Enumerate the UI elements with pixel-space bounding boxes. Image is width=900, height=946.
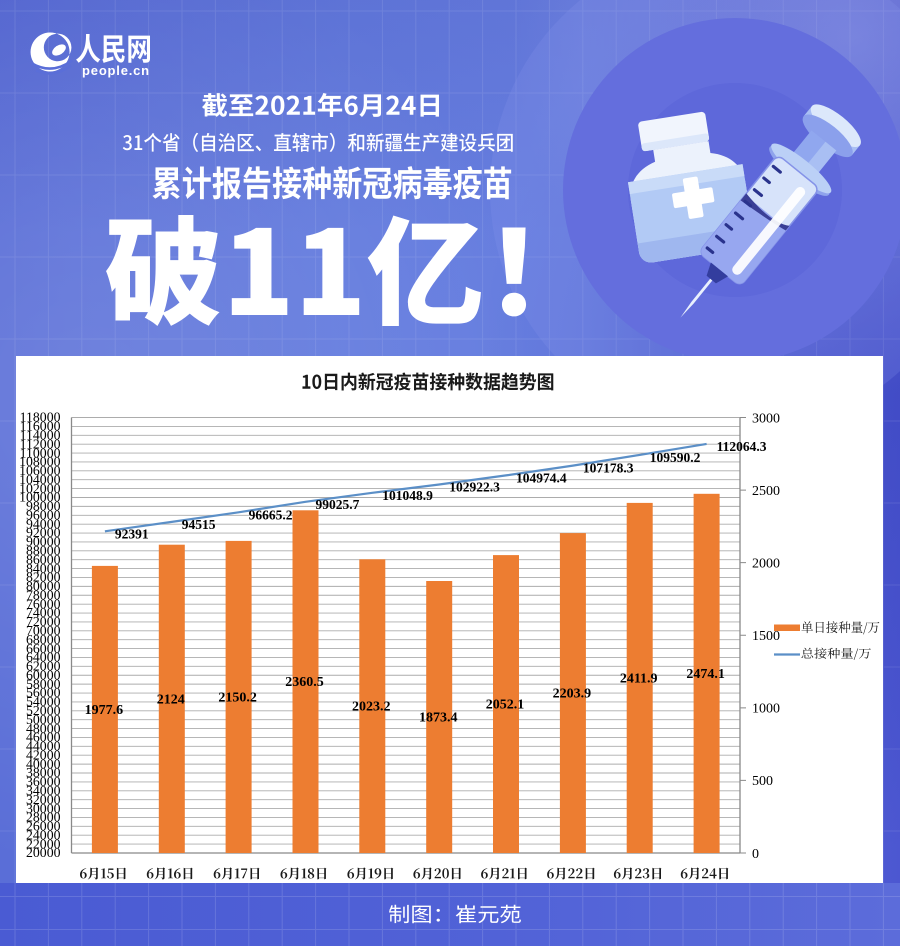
svg-text:70000: 70000: [26, 623, 61, 638]
svg-text:104000: 104000: [19, 472, 60, 487]
svg-text:68000: 68000: [26, 632, 61, 647]
svg-text:72000: 72000: [26, 614, 61, 629]
svg-text:106000: 106000: [19, 463, 60, 478]
svg-text:107178.3: 107178.3: [583, 461, 634, 476]
svg-text:2150.2: 2150.2: [218, 690, 257, 705]
svg-text:50000: 50000: [26, 712, 61, 727]
svg-text:90000: 90000: [26, 534, 61, 549]
svg-text:64000: 64000: [26, 650, 61, 665]
svg-text:36000: 36000: [26, 774, 61, 789]
svg-text:102922.3: 102922.3: [449, 480, 500, 495]
svg-text:80000: 80000: [26, 579, 61, 594]
svg-text:99025.7: 99025.7: [316, 497, 360, 512]
svg-text:58000: 58000: [26, 676, 61, 691]
svg-text:28000: 28000: [26, 810, 61, 825]
svg-text:96000: 96000: [26, 508, 61, 523]
svg-text:101048.9: 101048.9: [382, 488, 433, 503]
svg-text:112000: 112000: [20, 436, 61, 451]
svg-text:92391: 92391: [115, 526, 149, 541]
svg-text:102000: 102000: [19, 481, 60, 496]
svg-text:32000: 32000: [26, 792, 61, 807]
svg-text:1977.6: 1977.6: [85, 703, 124, 718]
svg-text:2124: 2124: [157, 692, 185, 707]
svg-text:0: 0: [752, 847, 759, 862]
svg-text:30000: 30000: [26, 801, 61, 816]
svg-text:2000: 2000: [752, 557, 780, 572]
svg-text:1500: 1500: [752, 629, 780, 644]
svg-text:24000: 24000: [26, 827, 61, 842]
svg-text:112064.3: 112064.3: [717, 439, 767, 454]
svg-text:98000: 98000: [26, 499, 61, 514]
svg-text:108000: 108000: [19, 454, 60, 469]
svg-text:74000: 74000: [26, 605, 61, 620]
svg-text:1000: 1000: [752, 702, 780, 717]
svg-text:56000: 56000: [26, 685, 61, 700]
svg-text:100000: 100000: [19, 490, 60, 505]
svg-text:62000: 62000: [26, 659, 61, 674]
svg-text:22000: 22000: [26, 836, 61, 851]
svg-text:118000: 118000: [20, 410, 61, 425]
svg-text:2500: 2500: [752, 484, 780, 499]
svg-text:96665.2: 96665.2: [249, 507, 293, 522]
svg-text:2052.1: 2052.1: [486, 698, 525, 713]
svg-text:94000: 94000: [26, 516, 61, 531]
svg-text:48000: 48000: [26, 721, 61, 736]
svg-text:94515: 94515: [182, 517, 216, 532]
svg-text:2474.1: 2474.1: [686, 667, 725, 682]
svg-text:42000: 42000: [26, 747, 61, 762]
svg-text:60000: 60000: [26, 667, 61, 682]
svg-text:78000: 78000: [26, 588, 61, 603]
svg-text:109590.2: 109590.2: [650, 450, 701, 465]
svg-text:114000: 114000: [20, 428, 61, 443]
svg-text:104974.4: 104974.4: [516, 470, 567, 485]
svg-text:54000: 54000: [26, 694, 61, 709]
svg-text:44000: 44000: [26, 739, 61, 754]
svg-text:2203.9: 2203.9: [553, 687, 592, 702]
svg-text:110000: 110000: [20, 445, 61, 460]
svg-text:52000: 52000: [26, 703, 61, 718]
svg-text:20000: 20000: [26, 845, 61, 860]
svg-text:116000: 116000: [20, 419, 61, 434]
svg-text:88000: 88000: [26, 543, 61, 558]
svg-text:76000: 76000: [26, 596, 61, 611]
svg-text:86000: 86000: [26, 552, 61, 567]
svg-text:26000: 26000: [26, 819, 61, 834]
svg-text:2411.9: 2411.9: [620, 671, 658, 686]
svg-text:84000: 84000: [26, 561, 61, 576]
svg-text:92000: 92000: [26, 525, 61, 540]
svg-text:46000: 46000: [26, 730, 61, 745]
svg-text:2360.5: 2360.5: [285, 675, 324, 690]
svg-text:40000: 40000: [26, 756, 61, 771]
svg-text:1873.4: 1873.4: [419, 711, 458, 726]
svg-text:82000: 82000: [26, 570, 61, 585]
svg-text:500: 500: [752, 774, 773, 789]
svg-text:2023.2: 2023.2: [352, 700, 391, 715]
svg-text:66000: 66000: [26, 641, 61, 656]
svg-text:3000: 3000: [752, 411, 780, 426]
svg-text:34000: 34000: [26, 783, 61, 798]
svg-text:38000: 38000: [26, 765, 61, 780]
